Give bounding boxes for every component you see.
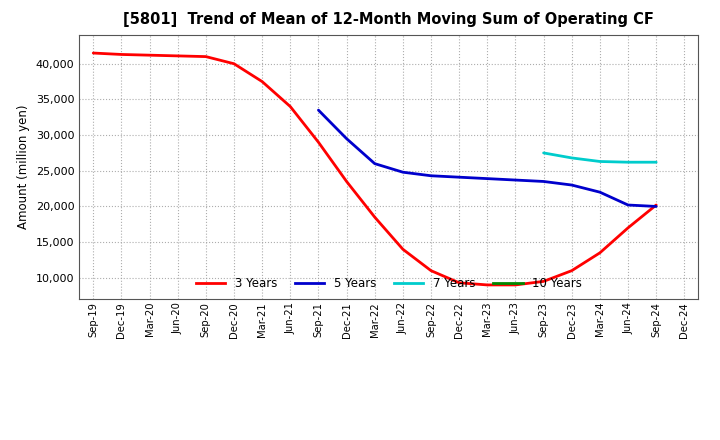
Title: [5801]  Trend of Mean of 12-Month Moving Sum of Operating CF: [5801] Trend of Mean of 12-Month Moving …: [123, 12, 654, 27]
Y-axis label: Amount (million yen): Amount (million yen): [17, 105, 30, 229]
Legend: 3 Years, 5 Years, 7 Years, 10 Years: 3 Years, 5 Years, 7 Years, 10 Years: [190, 271, 588, 296]
